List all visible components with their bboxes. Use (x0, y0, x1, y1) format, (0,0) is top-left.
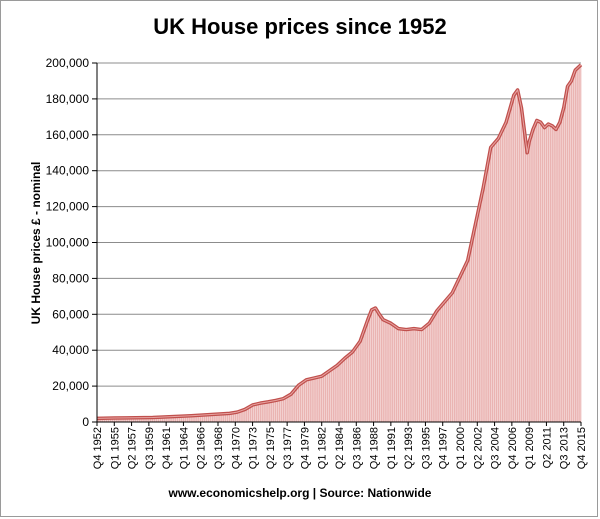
source-caption: www.economicshelp.org | Source: Nationwi… (168, 486, 432, 500)
y-axis-ticks: 0 20,000 40,000 60,000 80,000 100,000 120,000 1… (46, 56, 97, 429)
y-tick-label: 100,000 (46, 236, 90, 250)
x-tick-label: Q4 1970 (230, 427, 242, 469)
y-tick-label: 120,000 (46, 200, 90, 214)
x-tick-label: Q2 1966 (196, 427, 208, 469)
x-tick-label: Q1 1982 (317, 427, 329, 469)
x-tick-label: Q4 1961 (161, 427, 173, 469)
x-tick-label: Q1 1991 (386, 427, 398, 469)
x-tick-label: Q3 1986 (351, 427, 363, 469)
y-tick-label: 60,000 (52, 307, 89, 321)
x-tick-label: Q4 1952 (92, 427, 104, 469)
y-tick-label: 0 (82, 415, 89, 429)
x-tick-label: Q1 2009 (524, 427, 536, 469)
x-tick-label: Q2 1957 (127, 427, 139, 469)
x-tick-label: Q1 1964 (178, 427, 190, 469)
x-tick-label: Q4 1979 (299, 427, 311, 469)
x-tick-label: Q2 1984 (334, 427, 346, 469)
y-tick-label: 80,000 (52, 271, 89, 285)
y-tick-label: 20,000 (52, 379, 89, 393)
x-tick-label: Q4 2006 (507, 427, 519, 469)
x-tick-label: Q2 2011 (541, 427, 553, 468)
x-tick-label: Q4 2015 (576, 427, 588, 469)
x-tick-label: Q2 2002 (472, 427, 484, 469)
x-tick-label: Q4 1997 (438, 427, 450, 469)
y-tick-label: 140,000 (46, 164, 90, 178)
x-tick-label: Q3 1959 (144, 427, 156, 469)
x-tick-label: Q2 1993 (403, 427, 415, 469)
x-tick-label: Q3 2013 (559, 427, 571, 469)
x-tick-label: Q2 1975 (265, 427, 277, 469)
x-tick-label: Q3 1995 (420, 427, 432, 469)
y-tick-label: 200,000 (46, 56, 90, 70)
area-layer (96, 63, 583, 423)
series-line-highlight (96, 64, 582, 419)
y-tick-label: 40,000 (52, 343, 89, 357)
x-axis-ticks: Q4 1952 Q1 1955 Q2 1957 Q3 1959 Q4 1961 Q1 19… (92, 422, 588, 469)
y-axis-label: UK House prices £ - nominal (29, 162, 43, 325)
y-tick-label: 160,000 (46, 128, 90, 142)
x-tick-label: Q1 1955 (109, 427, 121, 469)
x-tick-label: Q1 2000 (455, 427, 467, 469)
x-tick-label: Q3 1968 (213, 427, 225, 469)
x-tick-label: Q3 2004 (490, 427, 502, 469)
x-tick-label: Q1 1973 (248, 427, 260, 469)
x-tick-label: Q4 1988 (369, 427, 381, 469)
x-tick-label: Q3 1977 (282, 427, 294, 469)
y-tick-label: 180,000 (46, 92, 90, 106)
quarter-stripes (96, 64, 582, 422)
chart-title: UK House prices since 1952 (153, 14, 447, 39)
